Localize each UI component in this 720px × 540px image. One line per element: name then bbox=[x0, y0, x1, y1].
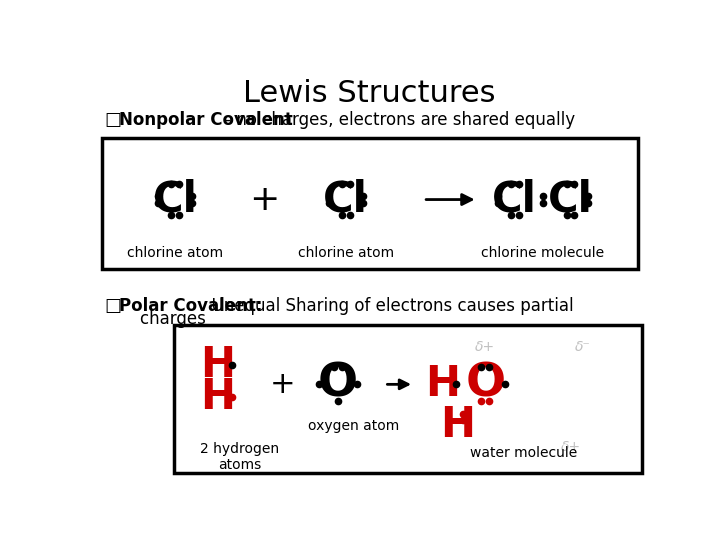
Text: chlorine molecule: chlorine molecule bbox=[481, 246, 604, 260]
Text: Unequal Sharing of electrons causes partial: Unequal Sharing of electrons causes part… bbox=[201, 298, 573, 315]
Text: Cl: Cl bbox=[323, 179, 368, 220]
Text: +: + bbox=[249, 183, 279, 217]
Bar bbox=[174, 325, 642, 473]
Text: δ+: δ+ bbox=[560, 440, 580, 454]
Text: H: H bbox=[200, 344, 235, 386]
Text: charges: charges bbox=[120, 309, 207, 328]
Text: Nonpolar Covalent: Nonpolar Covalent bbox=[120, 111, 293, 129]
Text: Polar Covalent:: Polar Covalent: bbox=[120, 298, 263, 315]
Text: δ⁻: δ⁻ bbox=[575, 340, 591, 354]
Text: □: □ bbox=[104, 111, 121, 129]
Bar bbox=[102, 138, 638, 269]
Text: oxygen atom: oxygen atom bbox=[308, 419, 399, 433]
Text: Lewis Structures: Lewis Structures bbox=[243, 79, 495, 107]
Text: Cl: Cl bbox=[548, 179, 593, 220]
Text: chlorine atom: chlorine atom bbox=[127, 246, 223, 260]
Text: O: O bbox=[465, 362, 505, 407]
Text: δ+: δ+ bbox=[475, 340, 495, 354]
Text: H: H bbox=[425, 363, 460, 406]
Text: - no charges, electrons are shared equally: - no charges, electrons are shared equal… bbox=[220, 111, 575, 129]
Text: Cl: Cl bbox=[492, 179, 537, 220]
Text: H: H bbox=[200, 376, 235, 419]
Text: chlorine atom: chlorine atom bbox=[297, 246, 394, 260]
Text: Cl: Cl bbox=[153, 179, 198, 220]
Text: water molecule: water molecule bbox=[470, 446, 577, 460]
Text: 2 hydrogen
atoms: 2 hydrogen atoms bbox=[200, 442, 279, 472]
Text: +: + bbox=[269, 370, 295, 399]
Text: □: □ bbox=[104, 298, 121, 315]
Text: O: O bbox=[318, 362, 358, 407]
Text: H: H bbox=[441, 404, 476, 446]
